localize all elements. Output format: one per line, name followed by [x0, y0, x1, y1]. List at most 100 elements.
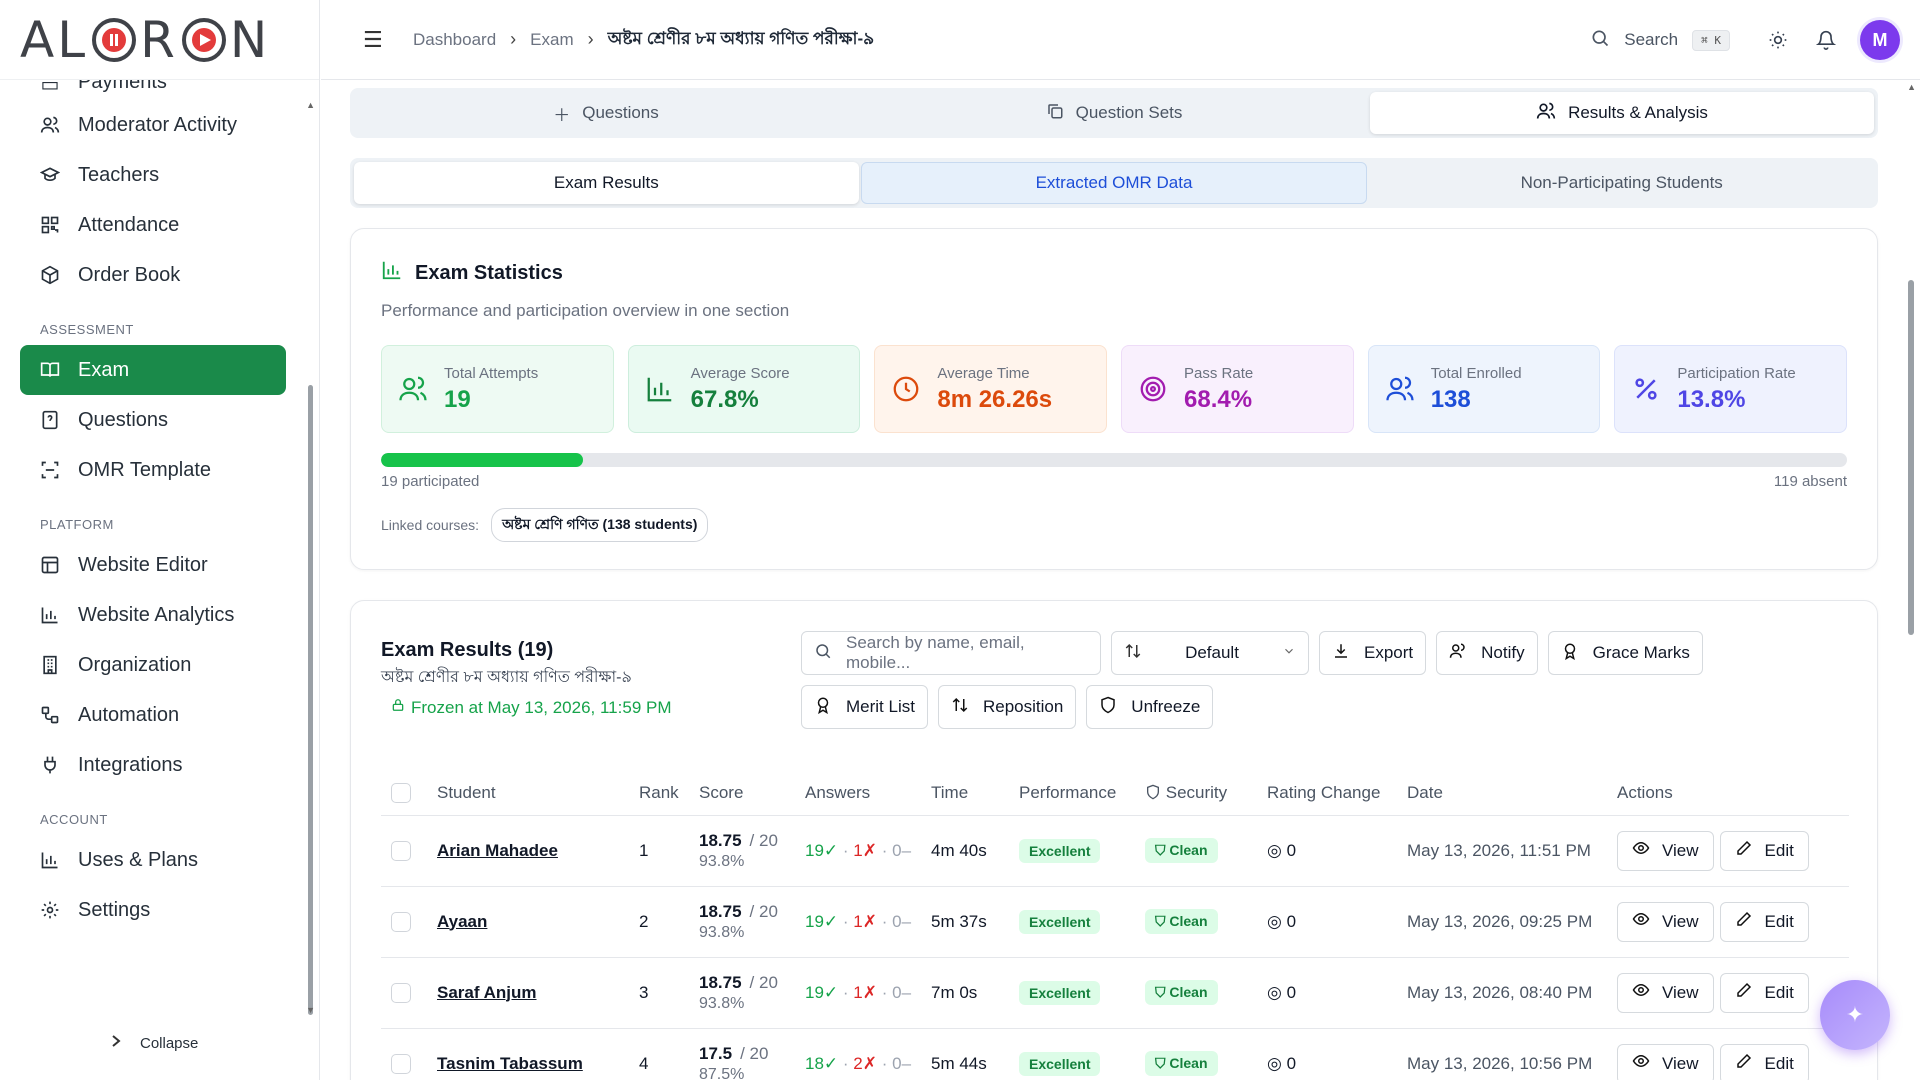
sidebar-item-teachers[interactable]: Teachers — [20, 150, 286, 200]
theme-toggle-sun-icon[interactable] — [1754, 30, 1802, 50]
absent-count: 119 absent — [1773, 473, 1847, 490]
participation-labels: 19 participated 119 absent — [381, 473, 1847, 490]
avatar[interactable]: M — [1860, 20, 1900, 60]
chevron-right-icon: › — [510, 29, 517, 49]
select-all-checkbox[interactable] — [391, 783, 411, 803]
sidebar-item-uses-plans[interactable]: Uses & Plans — [20, 835, 286, 885]
col-date[interactable]: Date — [1407, 771, 1617, 816]
download-icon — [1332, 642, 1350, 665]
section-platform: PLATFORM — [40, 517, 114, 532]
student-name-link[interactable]: Saraf Anjum — [437, 982, 537, 1002]
rating-change-cell: ◎ 0 — [1267, 886, 1407, 958]
shield-check-icon: ⛉ — [1155, 842, 1166, 858]
tab-question-sets[interactable]: Question Sets — [862, 92, 1366, 134]
security-badge: ⛉ Clean — [1145, 909, 1218, 934]
global-search-button[interactable]: Search ⌘ K — [1590, 28, 1730, 53]
frozen-status: Frozen at May 13, 2026, 11:59 PM — [391, 697, 672, 718]
sidebar-item-settings[interactable]: Settings — [20, 885, 286, 935]
sidebar-item-integrations[interactable]: Integrations — [20, 740, 286, 790]
col-score[interactable]: Score — [699, 771, 805, 816]
sidebar-scrollbar[interactable] — [308, 385, 313, 1015]
col-security: Security — [1145, 771, 1267, 816]
score-cell: 17.5/ 20 87.5% — [699, 1028, 805, 1080]
linked-course-chip[interactable]: অষ্টম শ্রেণি গণিত (138 students) — [491, 508, 709, 542]
rating-change-cell: ◎ 0 — [1267, 957, 1407, 1029]
view-button[interactable]: View — [1617, 901, 1714, 942]
sidebar-item-automation[interactable]: Automation — [20, 690, 286, 740]
student-name-link[interactable]: Ayaan — [437, 911, 488, 931]
bell-icon[interactable] — [1802, 30, 1850, 50]
tab-questions[interactable]: ＋ Questions — [354, 92, 858, 134]
shield-check-icon: ⛉ — [1155, 913, 1166, 929]
unfreeze-button[interactable]: Unfreeze — [1086, 685, 1214, 729]
breadcrumb-dashboard[interactable]: Dashboard — [413, 29, 497, 49]
sidebar-item-organization[interactable]: Organization — [20, 640, 286, 690]
sidebar-item-omr-template[interactable]: OMR Template — [20, 445, 286, 495]
edit-button[interactable]: Edit — [1719, 830, 1809, 871]
performance-badge: Excellent — [1019, 1051, 1101, 1076]
security-badge: ⛉ Clean — [1145, 980, 1218, 1005]
date-cell: May 13, 2026, 10:56 PM — [1407, 1028, 1617, 1080]
score-cell: 18.75/ 20 93.8% — [699, 886, 805, 958]
breadcrumb-exam[interactable]: Exam — [530, 29, 574, 49]
page-scroll-up-icon[interactable]: ▲ — [1907, 82, 1916, 92]
edit-icon — [1735, 1052, 1753, 1075]
export-button[interactable]: Export — [1319, 631, 1427, 675]
sidebar-item-order-book[interactable]: Order Book — [20, 250, 286, 300]
reposition-button[interactable]: Reposition — [937, 685, 1077, 729]
view-button[interactable]: View — [1617, 1043, 1714, 1080]
security-badge: ⛉ Clean — [1145, 1051, 1218, 1076]
shield-icon — [1099, 696, 1117, 719]
col-rank[interactable]: Rank — [639, 771, 699, 816]
tab-non-participating-students[interactable]: Non-Participating Students — [1520, 173, 1723, 192]
stat-total-attempts: Total Attempts 19 — [381, 345, 614, 433]
exam-statistics-card: Exam Statistics Performance and particip… — [350, 228, 1878, 570]
col-time[interactable]: Time — [931, 771, 1019, 816]
table-row[interactable]: Saraf Anjum 3 18.75/ 20 93.8% 19✓ · 1✗ · 0– 7… — [381, 957, 1849, 1029]
ai-assistant-button[interactable]: ✦ — [1820, 980, 1890, 1050]
table-row[interactable]: Tasnim Tabassum 4 17.5/ 20 87.5% 18✓ · 2✗ · … — [381, 1028, 1849, 1080]
notify-button[interactable]: Notify — [1436, 631, 1538, 675]
student-name-link[interactable]: Tasnim Tabassum — [437, 1053, 583, 1073]
view-button[interactable]: View — [1617, 830, 1714, 871]
sidebar-item-attendance[interactable]: Attendance — [20, 200, 286, 250]
row-checkbox[interactable] — [391, 1053, 411, 1074]
award-icon — [1561, 642, 1579, 665]
topbar: ☰ Dashboard › Exam › অষ্টম শ্রেণীর ৮ম অধ… — [321, 0, 1920, 80]
row-checkbox[interactable] — [391, 911, 411, 932]
eye-icon — [1632, 839, 1650, 862]
view-button[interactable]: View — [1617, 972, 1714, 1013]
sidebar-item-website-analytics[interactable]: Website Analytics — [20, 590, 286, 640]
student-name-link[interactable]: Arian Mahadee — [437, 840, 558, 860]
sidebar-item-questions[interactable]: Questions — [20, 395, 286, 445]
edit-button[interactable]: Edit — [1719, 1043, 1809, 1080]
sidebar-item-exam[interactable]: Exam — [20, 345, 286, 395]
stats-subtitle: Performance and participation overview i… — [381, 301, 790, 320]
results-search-input[interactable]: Search by name, email, mobile... — [801, 631, 1101, 675]
tab-exam-results[interactable]: Exam Results — [354, 162, 859, 204]
edit-button[interactable]: Edit — [1719, 901, 1809, 942]
tab-extracted-omr-data[interactable]: Extracted OMR Data — [860, 162, 1368, 204]
edit-button[interactable]: Edit — [1719, 972, 1809, 1013]
merit-list-button[interactable]: Merit List — [801, 685, 928, 729]
row-checkbox[interactable] — [391, 840, 411, 861]
table-row[interactable]: Ayaan 2 18.75/ 20 93.8% 19✓ · 1✗ · 0– 5m 37s E… — [381, 886, 1849, 958]
grace-marks-button[interactable]: Grace Marks — [1547, 631, 1703, 675]
table-row[interactable]: Arian Mahadee 1 18.75/ 20 93.8% 19✓ · 1✗ · 0… — [381, 815, 1849, 887]
scroll-up-arrow-icon[interactable]: ▲ — [306, 100, 315, 110]
sidebar-item-website-editor[interactable]: Website Editor — [20, 540, 286, 590]
sort-select[interactable]: Default — [1111, 631, 1309, 675]
row-checkbox[interactable] — [391, 982, 411, 1003]
page-scrollbar[interactable] — [1908, 280, 1914, 635]
graduation-cap-icon — [40, 165, 60, 185]
scroll-down-arrow-icon[interactable]: ▼ — [306, 1005, 315, 1015]
collapse-button[interactable]: Collapse — [110, 1034, 198, 1052]
tab-results-analysis[interactable]: Results & Analysis — [1370, 92, 1874, 134]
chevron-right-icon: › — [587, 29, 594, 49]
stat-pass-rate: Pass Rate 68.4% — [1121, 345, 1354, 433]
sidebar-item-payments[interactable]: ▭ Payments — [20, 80, 286, 94]
hamburger-menu-icon[interactable]: ☰ — [363, 26, 383, 52]
col-student[interactable]: Student — [437, 771, 639, 816]
sidebar-item-moderator-activity[interactable]: Moderator Activity — [20, 100, 286, 150]
